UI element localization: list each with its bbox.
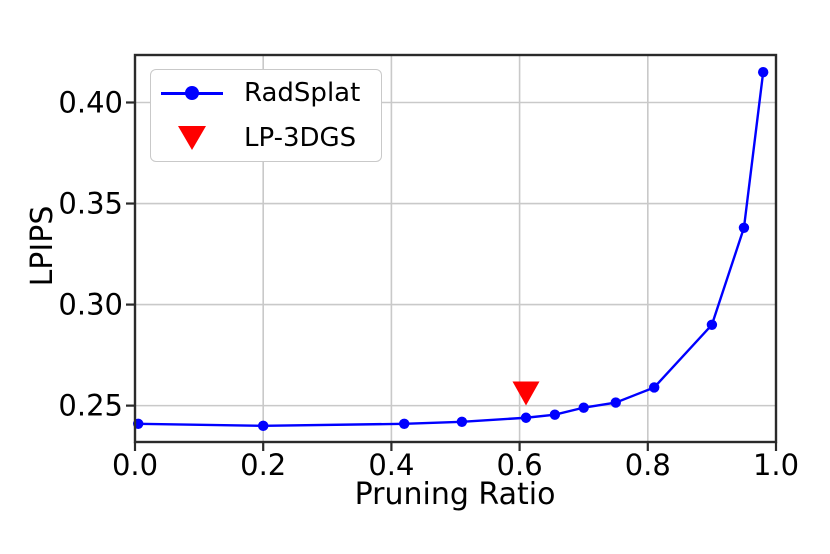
triangle-glyph xyxy=(178,125,206,150)
x-axis-title: Pruning Ratio xyxy=(355,477,556,512)
y-axis-title: LPIPS xyxy=(25,206,60,287)
x-tick-label: 0.8 xyxy=(625,448,671,482)
radsplat-point xyxy=(649,382,660,393)
radsplat-point xyxy=(520,412,532,423)
radsplat-point xyxy=(757,66,769,78)
x-tick-label: 0.2 xyxy=(240,448,286,482)
legend-item-lp3dgs: LP-3DGS xyxy=(151,116,381,160)
x-tick-label: 0.4 xyxy=(368,448,414,482)
plot-border xyxy=(133,53,778,444)
legend: RadSplat LP-3DGS xyxy=(150,69,382,162)
radsplat-point xyxy=(456,416,468,427)
legend-dot-icon xyxy=(185,86,199,101)
legend-label-lp3dgs: LP-3DGS xyxy=(244,122,357,153)
y-tick-label: 0.25 xyxy=(58,389,123,423)
x-tick-label: 0.6 xyxy=(497,448,543,482)
radsplat-line xyxy=(138,72,765,428)
y-tick-label: 0.35 xyxy=(58,187,123,221)
axis-layer: 0.0 0.2 0.4 0.6 0.8 1.0 0.25 0.30 0.35 0.40 xyxy=(58,53,799,482)
legend-label-radsplat: RadSplat xyxy=(244,78,361,109)
x-tick-label: 1.0 xyxy=(753,448,799,482)
radsplat-line-marker-icon xyxy=(161,80,223,106)
legend-item-radsplat: RadSplat xyxy=(151,71,381,115)
radsplat-point xyxy=(578,402,589,413)
y-tick-label: 0.40 xyxy=(58,85,123,119)
data-layer xyxy=(133,66,769,432)
lp3dgs-marker xyxy=(512,381,540,406)
radsplat-point xyxy=(399,418,410,430)
radsplat-point xyxy=(706,319,718,330)
red-triangle-down-icon xyxy=(161,125,223,151)
y-tick-label: 0.30 xyxy=(58,288,123,322)
x-tick-label: 0.0 xyxy=(112,448,158,482)
radsplat-point xyxy=(738,222,750,233)
radsplat-point xyxy=(610,397,621,408)
radsplat-point xyxy=(258,420,269,432)
radsplat-point xyxy=(549,409,561,420)
